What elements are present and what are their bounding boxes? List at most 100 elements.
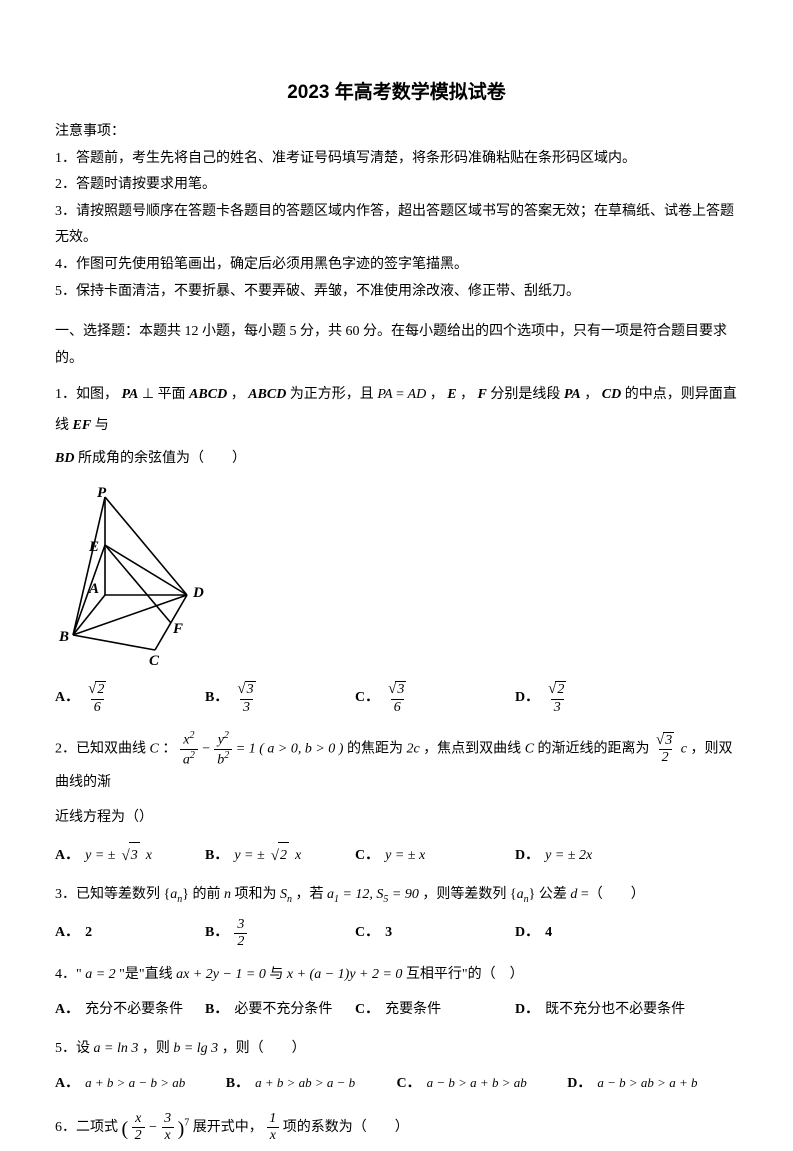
q5C-l: C． [397,1071,421,1098]
q2rn: 3 [663,732,674,749]
q1-l2s: 所成角的余弦值为（ ） [78,451,246,466]
q3B-n: 3 [234,917,247,933]
q2A-pre: y = ± [85,843,115,870]
q5-b: b = lg 3 [173,1041,218,1056]
q1-eq: = [396,387,404,402]
q3-d: d [570,887,577,902]
q5-option-C[interactable]: C． a − b > a + b > ab [397,1071,568,1098]
q6ld: 2 [132,1127,145,1144]
q3-a1: a [327,887,334,902]
q3B-d: 2 [234,933,247,950]
question-5: 5．设 a = ln 3 ，则 b = lg 3 ，则（ ） [55,1034,738,1065]
q3-option-B[interactable]: B． 32 [205,917,355,950]
q1-t2: ， [231,387,245,402]
q4-option-D[interactable]: D． 既不充分也不必要条件 [515,997,715,1024]
q3B-l: B． [205,920,228,947]
fig-label-B: B [58,629,69,645]
question-2-line2: 近线方程为（） [55,803,738,834]
q2-option-B[interactable]: B． y = ±√2x [205,842,355,871]
section-1-header: 一、选择题：本题共 12 小题，每小题 5 分，共 60 分。在每小题给出的四个… [55,319,738,372]
q2B-rad: 2 [278,842,289,870]
q1-option-A[interactable]: A． √2 6 [55,681,205,715]
q1-F: F [478,387,487,402]
q3-option-D[interactable]: D． 4 [515,920,665,947]
q6-1x-frac: 1x [266,1111,279,1144]
q4C-v: 充要条件 [385,997,441,1024]
q2-option-C[interactable]: C． y = ± x [355,843,515,870]
q2-cond: ( a > 0, b > 0 ) [259,741,343,756]
q3-option-A[interactable]: A． 2 [55,920,205,947]
q3C-v: 3 [385,920,392,947]
q2D-label: D． [515,843,539,870]
q4-option-C[interactable]: C． 充要条件 [355,997,515,1024]
q1-figure: P E A D B C F [55,485,738,676]
q4C-l: C． [355,997,379,1024]
q1-t7: ， [584,387,598,402]
q1-BD: BD [55,451,74,466]
q4-suf: 互相平行"的（ ） [406,967,524,982]
q5B-v: a + b > ab > a − b [255,1071,355,1096]
question-3: 3．已知等差数列 {an} 的前 n 项和为 Sn ，若 a1 = 12, S5… [55,880,738,911]
q1-option-D[interactable]: D． √2 3 [515,681,665,715]
q3-an2: a [517,887,524,902]
q2-mid: ，焦点到双曲线 [423,741,525,756]
question-2: 2．已知双曲线 C ： x2 a2 − y2 b2 = 1 ( a > 0, b… [55,730,738,799]
q4-option-A[interactable]: A． 充分不必要条件 [55,997,205,1024]
q2rd: 2 [659,749,672,766]
q2-option-A[interactable]: A． y = ±√3x [55,842,205,871]
q2f1d: a [183,752,190,767]
q5-option-B[interactable]: B． a + b > ab > a − b [226,1071,397,1098]
q3A-v: 2 [85,920,92,947]
q3-mid4: ，则等差数列 [422,887,506,902]
q3D-l: D． [515,920,539,947]
q2-eqs: 的焦距为 [347,741,403,756]
q3-mid3: ，若 [295,887,327,902]
q5-a: a = ln 3 [94,1041,139,1056]
q1D-den: 3 [551,699,564,716]
q2-C: C [150,741,159,756]
fig-label-C: C [149,653,160,665]
q1-ABCD: ABCD [189,387,227,402]
q2-2c: 2c [406,741,419,756]
q4D-l: D． [515,997,539,1024]
q2-options: A． y = ±√3x B． y = ±√2x C． y = ± x D． y … [55,842,738,871]
q2-mid2: 的渐近线的距离为 [538,741,650,756]
opt-label-D: D． [515,685,539,712]
q2-option-D[interactable]: D． y = ± 2x [515,843,665,870]
q1B-den: 3 [240,699,253,716]
q3-ns2: n [287,894,292,905]
q3A-l: A． [55,920,79,947]
q5A-l: A． [55,1071,79,1098]
q2f1ds: 2 [190,750,195,761]
q2B-label: B． [205,843,228,870]
q5-option-D[interactable]: D． a − b > ab > a + b [567,1071,738,1098]
q4-eq2: x + (a − 1)y + 2 = 0 [287,967,403,982]
q5-option-A[interactable]: A． a + b > a − b > ab [55,1071,226,1098]
q2A-rad: 3 [129,842,140,870]
q4A-v: 充分不必要条件 [85,997,183,1024]
q1-perp: ⊥ [142,387,154,402]
q1B-num: 3 [245,681,256,698]
notice-item-5: 5．保持卡面清洁，不要折暴、不要弄破、弄皱，不准使用涂改液、修正带、刮纸刀。 [55,279,738,306]
q1-option-B[interactable]: B． √3 3 [205,681,355,715]
q2-C2: C [525,741,534,756]
q1-option-C[interactable]: C． √3 6 [355,681,515,715]
page-title: 2023 年高考数学模拟试卷 [55,75,738,111]
q1-paL: PA [377,387,392,402]
q6-x: x [267,1127,279,1144]
q3-option-C[interactable]: C． 3 [355,920,515,947]
question-6: 6．二项式 ( x2 − 3x )7 展开式中， 1x 项的系数为（ ） [55,1107,738,1151]
q4D-v: 既不充分也不必要条件 [545,997,685,1024]
fig-label-P: P [97,485,107,501]
q5B-l: B． [226,1071,249,1098]
q6-minus: − [148,1120,161,1135]
notice-item-1: 1．答题前，考生先将自己的姓名、准考证号码填写清楚，将条形码准确粘贴在条形码区域… [55,146,738,173]
q6-pow: 7 [184,1117,189,1128]
q1-t1: 平面 [158,387,190,402]
q1-CD: CD [602,387,621,402]
q4-and: 与 [269,967,287,982]
q1-prefix: 1．如图， [55,387,118,402]
q4-option-B[interactable]: B． 必要不充分条件 [205,997,355,1024]
q2C-eq: y = ± x [385,843,425,870]
q3-eq12: = 12, [342,887,376,902]
